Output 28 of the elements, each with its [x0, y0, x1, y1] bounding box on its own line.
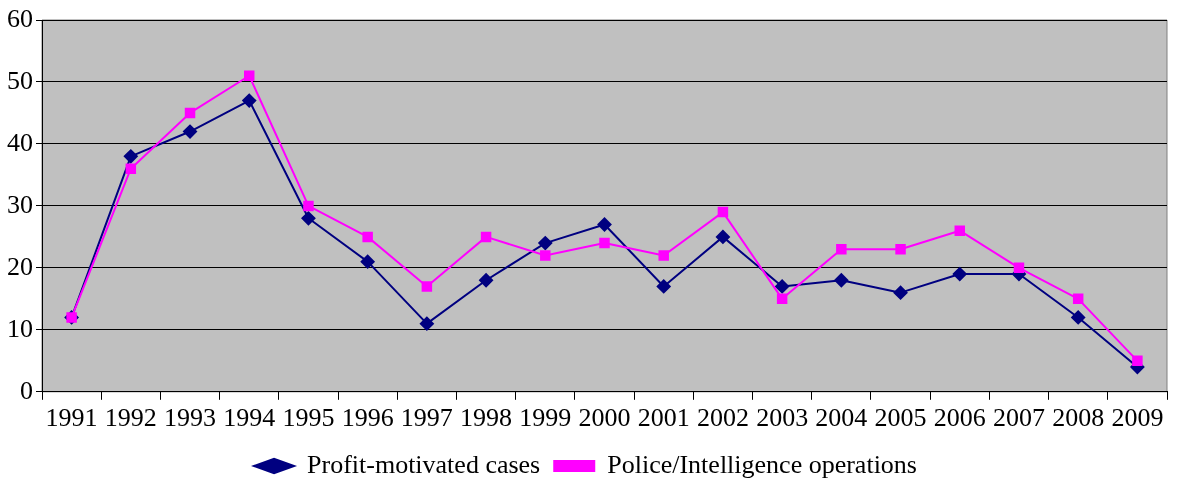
x-tick-label: 2003: [756, 403, 809, 433]
x-tick-label: 2001: [637, 403, 690, 433]
x-tick-label: 2006: [933, 403, 986, 433]
y-tick-label: 10: [7, 313, 33, 343]
x-tick-label: 2008: [1052, 403, 1105, 433]
legend-label: Police/Intelligence operations: [607, 449, 917, 479]
y-tick-label: 50: [7, 65, 33, 95]
y-tick-label: 40: [7, 127, 33, 157]
legend-label: Profit-motivated cases: [307, 449, 541, 479]
x-tick-label: 1993: [164, 403, 217, 433]
x-tick-label: 1997: [400, 403, 453, 433]
y-tick-label: 20: [7, 251, 33, 281]
x-tick-label: 2004: [815, 403, 868, 433]
x-tick-label: 2009: [1111, 403, 1164, 433]
x-tick-label: 2005: [874, 403, 927, 433]
y-tick-label: 30: [7, 189, 33, 219]
x-tick-label: 1992: [104, 403, 157, 433]
x-tick-label: 1991: [45, 403, 98, 433]
x-tick-label: 1995: [282, 403, 335, 433]
x-tick-label: 2007: [992, 403, 1045, 433]
y-tick-label: 0: [20, 375, 33, 405]
y-tick-label: 60: [7, 3, 33, 33]
x-tick-label: 1998: [460, 403, 513, 433]
x-tick-label: 1999: [519, 403, 572, 433]
x-tick-label: 1996: [341, 403, 394, 433]
x-tick-label: 2002: [696, 403, 749, 433]
x-tick-label: 2000: [578, 403, 631, 433]
x-tick-label: 1994: [223, 403, 276, 433]
